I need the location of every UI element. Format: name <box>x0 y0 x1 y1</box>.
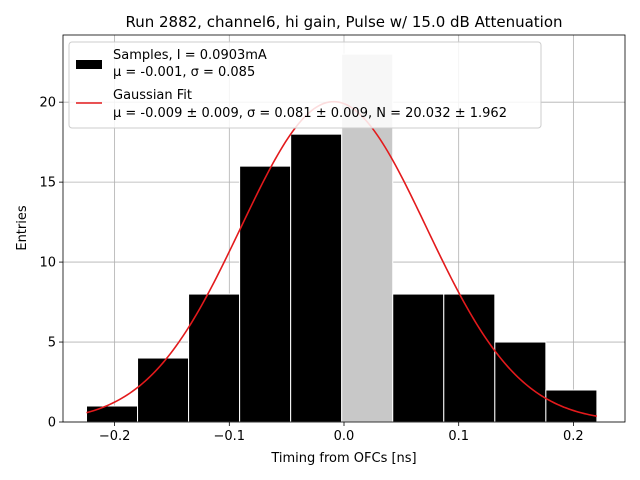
y-axis-label: Entries <box>15 205 30 251</box>
histogram-bar <box>137 357 190 423</box>
histogram-bar <box>545 389 598 423</box>
y-axis-ticks: 0 5 10 15 20 <box>39 96 63 431</box>
legend-fit-stats: μ = -0.009 ± 0.009, σ = 0.081 ± 0.009, N… <box>113 106 507 121</box>
histogram-bar <box>494 341 547 423</box>
histogram-bar <box>290 133 343 423</box>
legend-frame <box>68 41 542 129</box>
legend-fit-label: Gaussian Fit <box>113 88 192 103</box>
x-tick-label: 0.2 <box>563 429 584 444</box>
chart-title: Run 2882, channel6, hi gain, Pulse w/ 15… <box>125 13 562 31</box>
x-axis-ticks: −0.2 −0.1 0.0 0.1 0.2 <box>99 422 584 444</box>
legend-samples-label: Samples, I = 0.0903mA <box>113 48 267 63</box>
legend-samples-stats: μ = -0.001, σ = 0.085 <box>113 65 255 80</box>
histogram-bar <box>86 405 139 423</box>
legend: Samples, I = 0.0903mA μ = -0.001, σ = 0.… <box>68 41 542 129</box>
y-tick-label: 5 <box>48 336 56 351</box>
histogram-bar <box>392 293 445 423</box>
histogram-bar <box>443 293 496 423</box>
y-tick-label: 20 <box>39 96 56 111</box>
x-axis-label: Timing from OFCs [ns] <box>270 451 416 466</box>
y-tick-label: 10 <box>39 256 56 271</box>
histogram-bar <box>239 165 292 423</box>
x-tick-label: −0.2 <box>99 429 131 444</box>
x-tick-label: 0.0 <box>334 429 355 444</box>
legend-samples-swatch <box>76 60 102 69</box>
x-tick-label: −0.1 <box>214 429 246 444</box>
y-tick-label: 0 <box>48 416 56 431</box>
x-tick-label: 0.1 <box>448 429 469 444</box>
y-tick-label: 15 <box>39 176 56 191</box>
